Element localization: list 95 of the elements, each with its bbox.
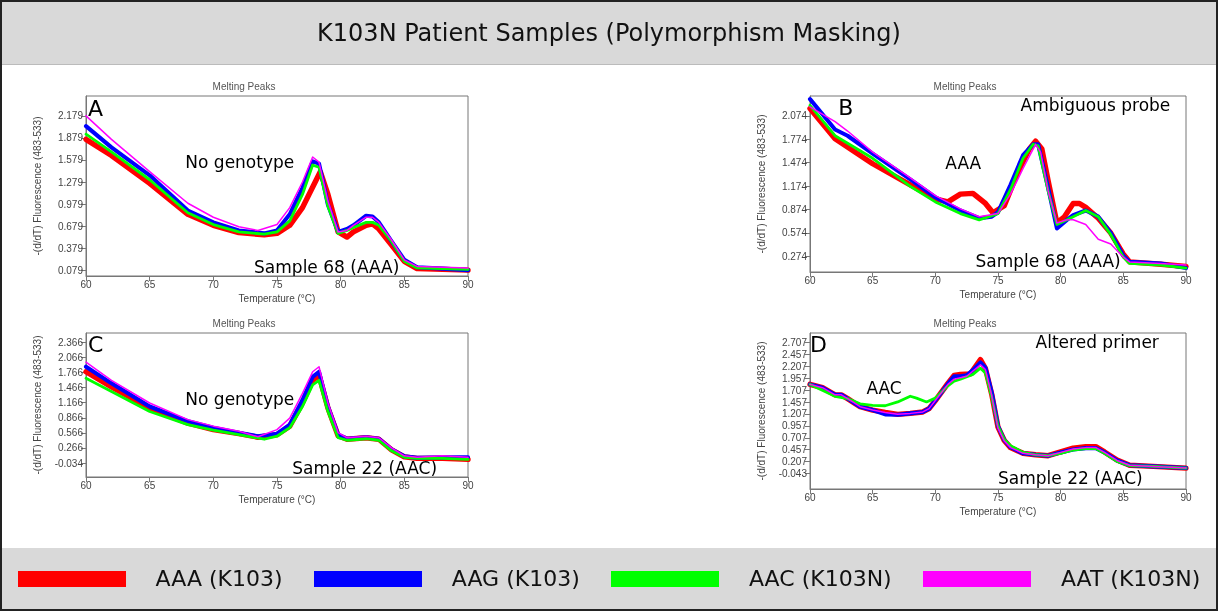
- x-tick-label: 90: [462, 278, 474, 290]
- legend-label: AAC (K103N): [748, 566, 892, 591]
- x-tick-label: 90: [1180, 491, 1192, 503]
- x-tick-label: 80: [1055, 491, 1067, 503]
- chart-subtitle: Melting Peaks: [212, 317, 276, 329]
- chart-subtitle: Melting Peaks: [933, 80, 997, 92]
- x-tick-label: 85: [1117, 491, 1130, 503]
- y-tick-label: 1.879: [57, 132, 84, 144]
- text: K103N Patient Samples (Polymorphism Masking): [2, 2, 1216, 65]
- y-tick-label: 0.457: [781, 444, 808, 456]
- y-tick-label: 0.379: [57, 242, 84, 254]
- y-axis-title: -(d/dT) Fluorescence (483-533): [31, 335, 43, 475]
- y-tick-label: 0.207: [781, 456, 808, 468]
- y-tick-label: 2.366: [57, 336, 84, 348]
- x-tick-label: 70: [207, 479, 220, 491]
- y-tick-label: 1.474: [781, 157, 808, 169]
- y-tick-label: 0.979: [57, 198, 84, 210]
- y-tick-label: 2.179: [57, 110, 84, 122]
- x-tick-label: 80: [335, 278, 347, 290]
- annotation: Sample 22 (AAC): [998, 468, 1143, 488]
- x-tick-label: 70: [207, 278, 220, 290]
- y-tick-label: 1.279: [57, 176, 84, 188]
- y-tick-label: 2.457: [781, 349, 808, 361]
- annotation: Sample 68 (AAA): [975, 251, 1121, 272]
- y-tick-label: 1.579: [57, 154, 84, 166]
- x-tick-label: 65: [144, 278, 156, 290]
- x-tick-label: 80: [335, 479, 347, 491]
- y-tick-label: 1.774: [781, 133, 808, 145]
- x-tick-label: 60: [804, 274, 816, 286]
- x-axis-title: Temperature (°C): [959, 506, 1037, 518]
- chart-subtitle: Melting Peaks: [933, 317, 997, 329]
- x-tick-label: 85: [398, 278, 411, 290]
- y-tick-label: 2.707: [781, 337, 808, 349]
- x-tick-label: 65: [867, 491, 879, 503]
- y-tick-label: 0.707: [781, 432, 808, 444]
- annotation: AAC: [866, 378, 902, 399]
- y-tick-label: 2.066: [57, 351, 84, 363]
- annotation: Sample 22 (AAC): [292, 458, 438, 479]
- legend-label: AAT (K103N): [1060, 566, 1201, 591]
- x-tick-label: 65: [867, 274, 879, 286]
- x-tick-label: 85: [398, 479, 411, 491]
- x-tick-label: 60: [80, 479, 92, 491]
- annotation: B: [838, 94, 854, 120]
- y-tick-label: 0.574: [781, 227, 808, 239]
- y-tick-label: 1.957: [781, 372, 808, 384]
- y-tick-label: 1.174: [781, 180, 808, 192]
- x-tick-label: 90: [1180, 274, 1192, 286]
- x-tick-label: 75: [271, 278, 283, 290]
- x-tick-label: 65: [144, 479, 156, 491]
- y-tick-label: 1.166: [57, 397, 84, 409]
- y-tick-label: -0.034: [54, 457, 84, 469]
- y-axis-title: -(d/dT) Fluorescence (483-533): [755, 114, 767, 254]
- annotation: C: [87, 331, 104, 357]
- x-tick-label: 80: [1055, 274, 1067, 286]
- annotation: No genotype: [185, 152, 295, 173]
- annotation: AAA: [945, 152, 982, 173]
- y-tick-label: 2.074: [781, 110, 808, 122]
- y-tick-label: 0.679: [57, 220, 84, 232]
- annotation: No genotype: [185, 389, 295, 410]
- y-axis-title: -(d/dT) Fluorescence (483-533): [31, 116, 43, 256]
- y-tick-label: 1.766: [57, 366, 84, 378]
- y-tick-label: 0.274: [781, 250, 808, 262]
- x-tick-label: 70: [929, 274, 942, 286]
- y-tick-label: 0.266: [57, 442, 84, 454]
- x-axis-title: Temperature (°C): [238, 293, 316, 305]
- y-tick-label: -0.043: [778, 467, 808, 479]
- x-tick-label: 75: [271, 479, 283, 491]
- x-tick-label: 90: [462, 479, 474, 491]
- y-tick-label: 0.566: [57, 427, 84, 439]
- annotation: D: [810, 331, 827, 357]
- x-tick-label: 75: [992, 491, 1004, 503]
- annotation: A: [87, 96, 103, 122]
- x-axis-title: Temperature (°C): [238, 494, 316, 506]
- y-axis-title: -(d/dT) Fluorescence (483-533): [755, 341, 767, 481]
- x-tick-label: 60: [80, 278, 92, 290]
- y-tick-label: 1.207: [781, 408, 808, 420]
- x-axis-title: Temperature (°C): [959, 289, 1037, 301]
- y-tick-label: 1.457: [781, 396, 808, 408]
- y-tick-label: 1.466: [57, 382, 84, 394]
- annotation: Ambiguous probe: [1020, 94, 1171, 115]
- x-tick-label: 60: [804, 491, 816, 503]
- y-tick-label: 1.707: [781, 384, 808, 396]
- annotation: Sample 68 (AAA): [254, 256, 400, 277]
- y-tick-label: 0.866: [57, 412, 84, 424]
- y-tick-label: 2.207: [781, 360, 808, 372]
- x-tick-label: 70: [929, 491, 942, 503]
- annotation: Altered primer: [1035, 331, 1159, 352]
- legend-label: AAA (K103): [155, 566, 283, 591]
- x-tick-label: 75: [992, 274, 1004, 286]
- x-tick-label: 85: [1117, 274, 1130, 286]
- y-tick-label: 0.957: [781, 420, 808, 432]
- legend-label: AAG (K103): [451, 566, 580, 591]
- y-tick-label: 0.079: [57, 264, 84, 276]
- y-tick-label: 0.874: [781, 203, 808, 215]
- chart-subtitle: Melting Peaks: [212, 80, 276, 92]
